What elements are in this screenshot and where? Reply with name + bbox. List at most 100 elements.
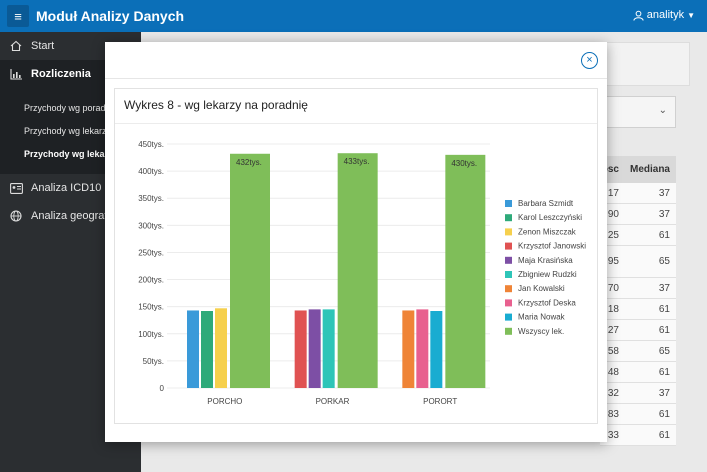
bar bbox=[215, 308, 227, 388]
background-table: osc Mediana 17 37 90 37 25 61 95 65 70 37 18 6… bbox=[600, 156, 676, 446]
legend-swatch bbox=[505, 327, 512, 335]
table-row: 48 61 bbox=[600, 362, 676, 383]
table-cell: 48 bbox=[607, 366, 619, 378]
menu-toggle-button[interactable]: ≡ bbox=[7, 5, 29, 27]
legend-label: Krzysztof Deska bbox=[518, 298, 576, 307]
sidebar-item-start[interactable]: Start bbox=[0, 32, 141, 60]
table-cell: 18 bbox=[607, 303, 619, 315]
table-cell: 95 bbox=[607, 256, 619, 267]
legend-label: Wszyscy lek. bbox=[518, 327, 564, 336]
table-cell: 70 bbox=[607, 282, 619, 294]
data-label: 432tys. bbox=[236, 158, 262, 167]
legend-label: Barbara Szmidt bbox=[518, 199, 574, 208]
table-cell: 65 bbox=[658, 256, 670, 267]
legend-label: Maja Krasińska bbox=[518, 256, 573, 265]
x-tick-label: PORORT bbox=[423, 397, 457, 406]
y-tick-label: 300tys. bbox=[138, 221, 164, 230]
y-tick-label: 100tys. bbox=[138, 330, 164, 339]
chart-title-divider bbox=[115, 123, 597, 124]
table-row: 25 61 bbox=[600, 225, 676, 246]
table-cell: 32 bbox=[607, 387, 619, 399]
bar bbox=[416, 309, 429, 388]
table-cell: 90 bbox=[607, 208, 619, 220]
data-label: 433tys. bbox=[344, 157, 370, 166]
background-select[interactable]: ⌄ bbox=[600, 96, 676, 128]
legend-swatch bbox=[505, 313, 512, 321]
table-row: 95 65 bbox=[600, 246, 676, 278]
table-cell: 58 bbox=[607, 345, 619, 357]
y-tick-label: 200tys. bbox=[138, 276, 164, 285]
chart-icon bbox=[9, 68, 23, 80]
x-tick-label: PORKAR bbox=[316, 397, 350, 406]
user-icon bbox=[633, 10, 644, 21]
table-cell: 37 bbox=[658, 208, 670, 220]
table-cell: 83 bbox=[607, 408, 619, 420]
bar bbox=[201, 311, 213, 388]
y-tick-label: 50tys. bbox=[143, 357, 164, 366]
table-header-cell: osc bbox=[601, 164, 619, 175]
submenu-spacer bbox=[0, 165, 141, 174]
chevron-down-icon: ⌄ bbox=[658, 105, 667, 116]
bar bbox=[187, 310, 199, 388]
table-cell: 61 bbox=[658, 408, 670, 420]
legend-swatch bbox=[505, 271, 512, 278]
legend-swatch bbox=[505, 285, 512, 293]
table-cell: 61 bbox=[658, 366, 670, 378]
table-row: 32 37 bbox=[600, 383, 676, 404]
table-cell: 37 bbox=[658, 282, 670, 294]
bar bbox=[430, 311, 443, 388]
close-button[interactable]: × bbox=[581, 52, 598, 69]
bar bbox=[308, 309, 321, 388]
legend-label: Krzysztof Janowski bbox=[518, 242, 586, 251]
chart-title: Wykres 8 - wg lekarzy na poradnię bbox=[124, 98, 308, 112]
y-tick-label: 400tys. bbox=[138, 167, 164, 176]
bar bbox=[445, 154, 486, 388]
bar bbox=[322, 309, 335, 388]
bar bbox=[402, 310, 415, 388]
legend-label: Karol Leszczyński bbox=[518, 213, 582, 222]
sidebar-item-label: Analiza ICD10 bbox=[31, 182, 102, 194]
sidebar-item-geografia[interactable]: Analiza geografic bbox=[0, 202, 141, 230]
app-title[interactable]: Moduł Analizy Danych bbox=[36, 8, 185, 24]
table-row: 27 61 bbox=[600, 320, 676, 341]
table-row: 58 65 bbox=[600, 341, 676, 362]
close-icon: × bbox=[586, 54, 593, 66]
sidebar-item-icd10[interactable]: Analiza ICD10 bbox=[0, 174, 141, 202]
bar bbox=[294, 310, 307, 388]
chart-region: Wykres 8 - wg lekarzy na poradnię 0 50tys… bbox=[114, 88, 598, 424]
legend-swatch bbox=[505, 299, 512, 307]
home-icon bbox=[9, 40, 23, 52]
legend-swatch bbox=[505, 200, 512, 207]
bar bbox=[337, 153, 378, 388]
table-cell: 27 bbox=[607, 324, 619, 336]
bar-chart: 0 50tys. 100tys. 150tys. 200tys. 250tys. 300ty… bbox=[138, 140, 586, 406]
y-tick-label: 0 bbox=[160, 384, 165, 393]
globe-icon bbox=[9, 210, 23, 222]
table-row: 70 37 bbox=[600, 278, 676, 299]
legend-label: Zenon Miszczak bbox=[518, 227, 577, 236]
modal-header-divider bbox=[105, 78, 607, 79]
x-tick-label: PORCHO bbox=[207, 397, 242, 406]
table-cell: 61 bbox=[658, 229, 670, 241]
sidebar-subitem-label: Przychody wg poradni bbox=[24, 102, 113, 113]
table-cell: 37 bbox=[658, 187, 670, 199]
y-tick-label: 350tys. bbox=[138, 194, 164, 203]
legend-swatch bbox=[505, 214, 512, 222]
table-header-row: osc Mediana bbox=[600, 156, 676, 183]
table-row: 17 37 bbox=[600, 183, 676, 204]
app-header: ≡ Moduł Analizy Danych analityk ▼ bbox=[0, 0, 707, 32]
table-row: 18 61 bbox=[600, 299, 676, 320]
caret-down-icon: ▼ bbox=[687, 10, 695, 20]
sidebar-subitem-label: Przychody wg lekarzy bbox=[24, 125, 112, 136]
table-cell: 65 bbox=[658, 345, 670, 357]
user-menu[interactable]: analityk ▼ bbox=[633, 9, 695, 21]
legend-label: Jan Kowalski bbox=[518, 284, 565, 293]
background-card bbox=[600, 42, 690, 86]
y-tick-label: 150tys. bbox=[138, 303, 164, 312]
table-header-cell: Mediana bbox=[629, 164, 670, 175]
user-name: analityk bbox=[646, 9, 685, 21]
submenu-spacer bbox=[0, 88, 141, 96]
legend-swatch bbox=[505, 228, 512, 236]
legend-label: Maria Nowak bbox=[518, 313, 566, 322]
table-cell: 25 bbox=[607, 229, 619, 241]
